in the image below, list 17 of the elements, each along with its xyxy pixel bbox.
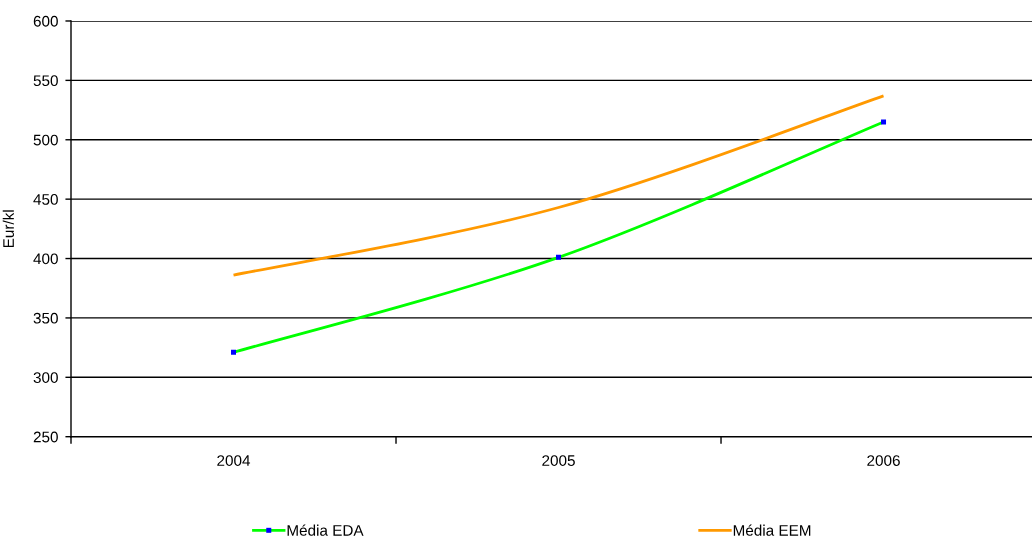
legend-label: Média EEM	[733, 524, 811, 536]
point	[881, 119, 887, 125]
y-tick-label: 250	[33, 431, 58, 443]
y-tick-label: 550	[33, 75, 58, 87]
y-tick-label: 350	[33, 312, 58, 324]
point	[231, 349, 237, 355]
legend-label: Média EDA	[287, 524, 364, 536]
x-tick-label: 2005	[542, 455, 575, 466]
y-tick-label: 300	[33, 372, 58, 383]
point	[556, 254, 562, 260]
y-axis-title: Eur/kl	[2, 210, 14, 248]
y-tick-label: 600	[33, 15, 58, 27]
y-tick-label: 500	[33, 134, 58, 146]
y-tick-label: 400	[33, 253, 58, 265]
x-tick-label: 2006	[867, 455, 900, 466]
x-tick-label: 2004	[217, 455, 251, 466]
y-tick-label: 450	[33, 194, 58, 205]
